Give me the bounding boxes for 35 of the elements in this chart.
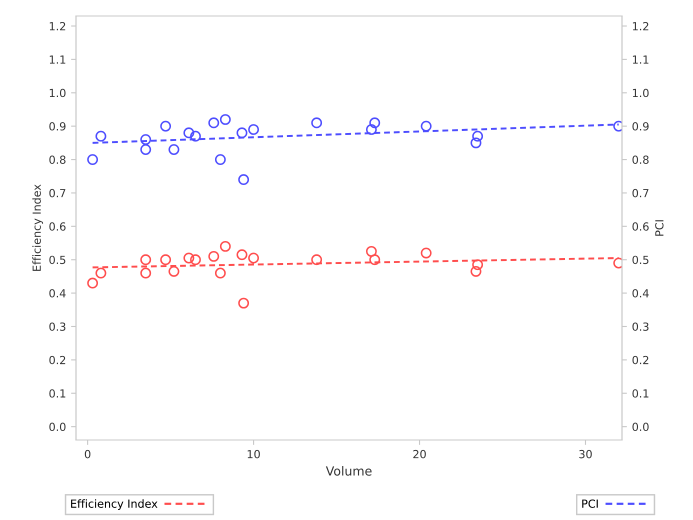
y-tick-label: 0.2 — [49, 356, 66, 364]
y2-tick-label: 0.8 — [632, 156, 649, 164]
y2-tick-label: 0.6 — [632, 222, 649, 231]
y-tick-label: 1.0 — [50, 88, 66, 98]
y2-tick-label: 0.5 — [632, 256, 648, 264]
y-tick-label: 0.5 — [49, 256, 66, 264]
y-tick-label: 0.4 — [49, 289, 66, 298]
x-tick-label: 10 — [248, 450, 260, 458]
y2-tick-label: 0.2 — [632, 356, 648, 364]
y-tick-label: 0.7 — [49, 188, 66, 198]
y2-tick-label: 1.0 — [632, 88, 649, 98]
y-tick-label: 1.2 — [50, 22, 66, 30]
x-tick-label: 30 — [579, 450, 592, 458]
y-tick-label: 0.3 — [49, 322, 66, 331]
x-tick-label: 20 — [413, 450, 426, 458]
y2-tick-label: 0.4 — [632, 289, 649, 298]
y-tick-label: 0.8 — [49, 156, 66, 164]
y2-tick-label: 0.3 — [632, 322, 648, 331]
legend-label: PCI — [582, 499, 598, 508]
y-axis-title: Efficiency Index — [32, 184, 44, 271]
y2-tick-label: 0.1 — [632, 389, 648, 398]
legend-label: Efficiency Index — [71, 499, 158, 510]
y2-tick-label: 0.7 — [632, 188, 648, 198]
y2-tick-label: 0.9 — [632, 122, 649, 131]
y-tick-label: 0.0 — [49, 422, 66, 432]
x-tick-label: 0 — [84, 450, 90, 458]
y2-tick-label: 0.0 — [632, 422, 649, 432]
y-tick-label: 0.6 — [49, 222, 66, 231]
y-tick-label: 0.1 — [49, 389, 66, 398]
x-axis-title: Volume — [326, 466, 372, 476]
y2-tick-label: 1.1 — [632, 56, 648, 64]
y2-tick-label: 1.2 — [632, 22, 648, 30]
y-tick-label: 0.9 — [49, 122, 66, 131]
y2-axis-title: PCI — [655, 220, 664, 236]
y-tick-label: 1.1 — [50, 56, 66, 64]
